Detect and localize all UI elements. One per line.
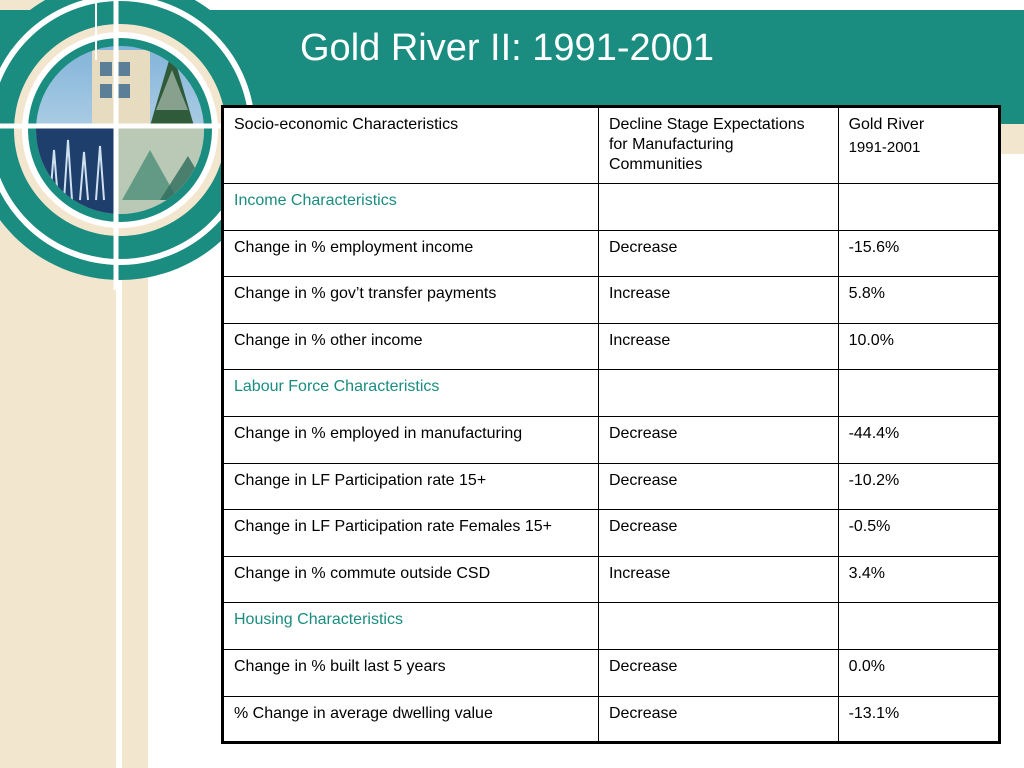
row-label: Change in % gov’t transfer payments bbox=[222, 276, 599, 324]
data-table-container: Socio-economic Characteristics Decline S… bbox=[221, 105, 1001, 745]
table-row: Change in % commute outside CSD Increase 3… bbox=[222, 555, 1001, 604]
header-expectations: Decline Stage Expectations for Manufactu… bbox=[597, 106, 839, 184]
row-value: 0.0% bbox=[837, 648, 1001, 697]
row-value: -10.2% bbox=[837, 462, 1001, 511]
row-value: -13.1% bbox=[837, 695, 1001, 744]
table-header-row: Socio-economic Characteristics Decline S… bbox=[222, 106, 1001, 184]
header-gold-river: Gold River 1991-2001 bbox=[837, 106, 1001, 184]
section-label: Housing Characteristics bbox=[222, 602, 599, 650]
row-value: 5.8% bbox=[837, 276, 1001, 324]
row-expectation bbox=[597, 602, 839, 650]
row-value bbox=[837, 183, 1001, 231]
table-row: Change in LF Participation rate 15+ Decre… bbox=[222, 462, 1001, 511]
row-expectation bbox=[597, 369, 839, 417]
background-cream-corner bbox=[1000, 124, 1024, 154]
table-row: % Change in average dwelling value Decrea… bbox=[222, 695, 1001, 744]
row-label: Change in LF Participation rate 15+ bbox=[222, 462, 599, 511]
row-expectation: Increase bbox=[597, 555, 839, 604]
section-label: Labour Force Characteristics bbox=[222, 369, 599, 417]
circular-photo-collage-ornament bbox=[0, 0, 300, 290]
row-expectation: Increase bbox=[597, 322, 839, 371]
table-row: Change in % employed in manufacturing Dec… bbox=[222, 415, 1001, 464]
row-expectation: Decrease bbox=[597, 648, 839, 697]
row-expectation: Decrease bbox=[597, 462, 839, 511]
row-label: Change in % employed in manufacturing bbox=[222, 415, 599, 464]
row-value: -44.4% bbox=[837, 415, 1001, 464]
row-expectation: Increase bbox=[597, 276, 839, 324]
table-row: Change in % gov’t transfer payments Incre… bbox=[222, 276, 1001, 324]
row-value bbox=[837, 602, 1001, 650]
row-label: Change in LF Participation rate Females … bbox=[222, 509, 599, 557]
table-row: Change in % employment income Decrease -15… bbox=[222, 229, 1001, 278]
header-period: 1991-2001 bbox=[848, 139, 921, 156]
row-value: 3.4% bbox=[837, 555, 1001, 604]
row-expectation: Decrease bbox=[597, 695, 839, 744]
table-row: Change in % other income Increase 10.0% bbox=[222, 322, 1001, 371]
row-label: Change in % commute outside CSD bbox=[222, 555, 599, 604]
row-label: Change in % other income bbox=[222, 322, 599, 371]
row-label: % Change in average dwelling value bbox=[222, 695, 599, 744]
background-cream-strip-inner bbox=[122, 270, 148, 768]
row-value: -0.5% bbox=[837, 509, 1001, 557]
row-value bbox=[837, 369, 1001, 417]
table-row: Change in LF Participation rate Females … bbox=[222, 509, 1001, 557]
row-label: Change in % built last 5 years bbox=[222, 648, 599, 697]
row-expectation: Decrease bbox=[597, 509, 839, 557]
characteristics-table: Socio-economic Characteristics Decline S… bbox=[221, 105, 1001, 745]
row-expectation: Decrease bbox=[597, 415, 839, 464]
table-section-row: Labour Force Characteristics bbox=[222, 369, 1001, 417]
slide-title: Gold River II: 1991-2001 bbox=[300, 27, 715, 69]
table-section-row: Income Characteristics bbox=[222, 183, 1001, 231]
section-label: Income Characteristics bbox=[222, 183, 599, 231]
row-expectation bbox=[597, 183, 839, 231]
row-value: -15.6% bbox=[837, 229, 1001, 278]
row-label: Change in % employment income bbox=[222, 229, 599, 278]
row-value: 10.0% bbox=[837, 322, 1001, 371]
table-row: Change in % built last 5 years Decrease 0.… bbox=[222, 648, 1001, 697]
table-section-row: Housing Characteristics bbox=[222, 602, 1001, 650]
header-characteristics: Socio-economic Characteristics bbox=[222, 106, 599, 184]
row-expectation: Decrease bbox=[597, 229, 839, 278]
header-place: Gold River bbox=[848, 116, 925, 133]
